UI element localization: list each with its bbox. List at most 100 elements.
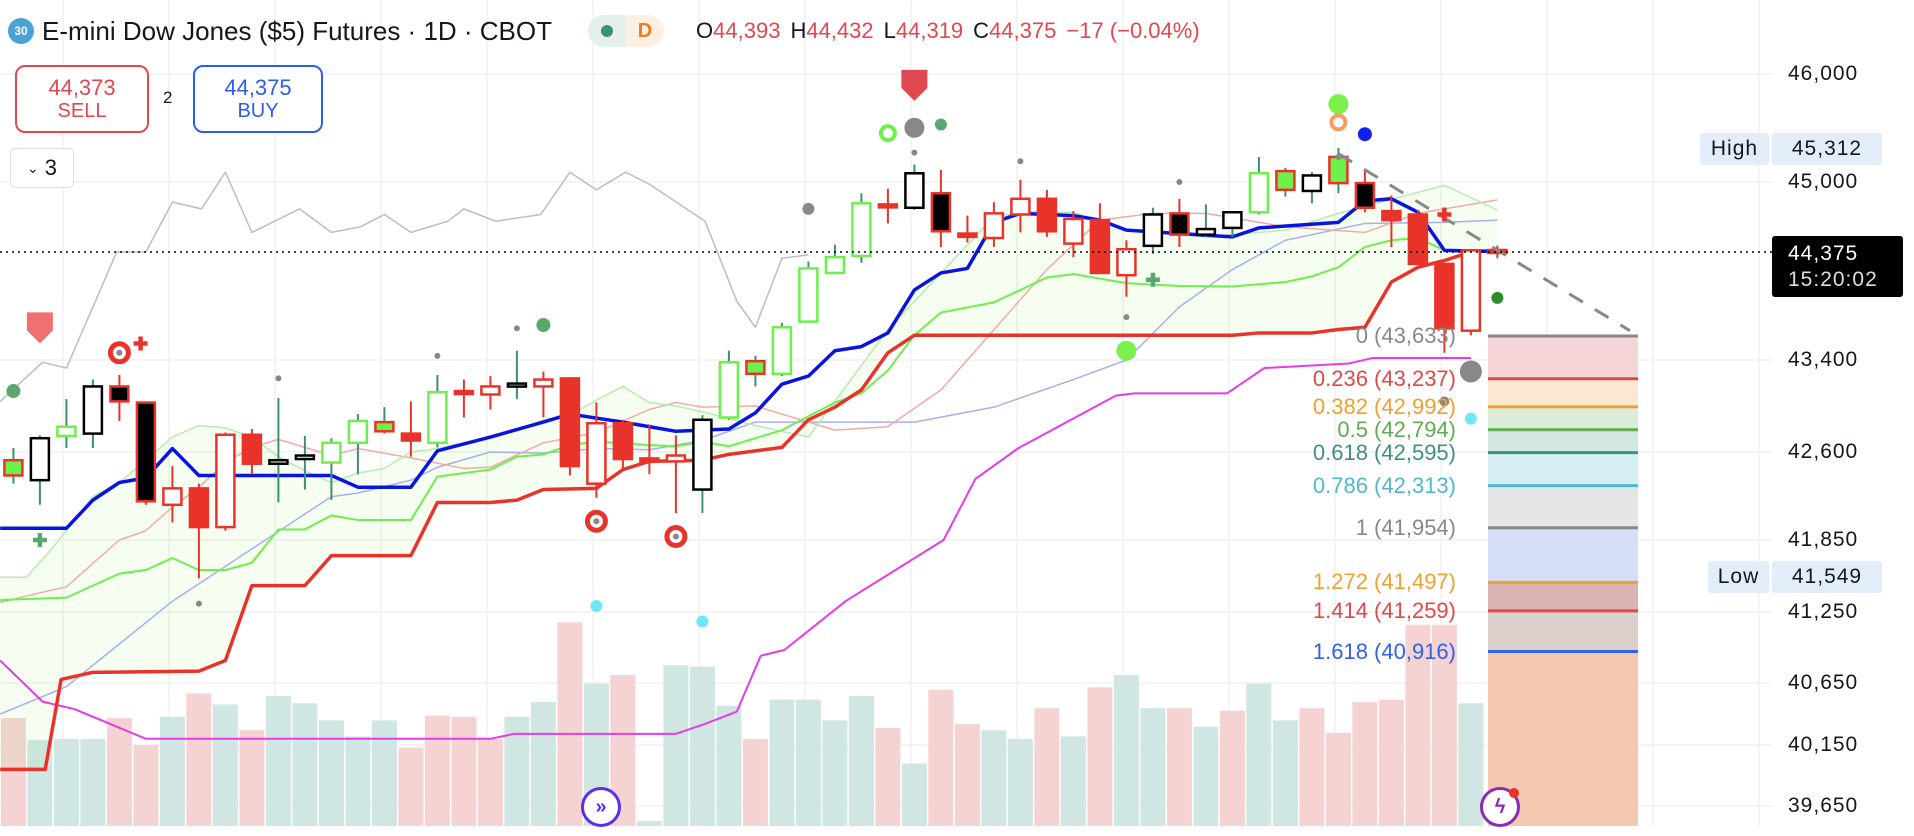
- volume-bar: [159, 716, 185, 826]
- fib-band: [1488, 406, 1638, 430]
- candle-body: [745, 359, 766, 376]
- signal-dot-icon: [536, 318, 551, 333]
- price-axis-label: 41,850: [1788, 528, 1859, 551]
- buy-button[interactable]: 44,375 BUY: [193, 65, 323, 133]
- candle-body: [1354, 181, 1376, 210]
- low-value: 41,549: [1772, 561, 1882, 593]
- signal-dot-icon: [275, 375, 282, 382]
- trend-line: [1337, 152, 1631, 332]
- volume-bar: [875, 727, 901, 826]
- volume-bar: [1087, 687, 1113, 826]
- fib-band: [1488, 336, 1638, 379]
- volume-bar: [1034, 708, 1060, 826]
- price-axis-label: 41,250: [1788, 600, 1859, 623]
- candle-body: [983, 212, 1005, 240]
- fib-band: [1488, 610, 1638, 652]
- signal-dot-icon: [1459, 360, 1482, 383]
- signal-dot-icon: [934, 118, 947, 131]
- price-change: −17 (−0.04%): [1066, 18, 1200, 43]
- cloud-fill: [0, 185, 1498, 770]
- volume-bar: [1378, 699, 1404, 826]
- signal-dot-icon: [1464, 412, 1477, 425]
- target-center-icon: [672, 533, 679, 540]
- volume-bar: [928, 689, 954, 826]
- high-value: 45,312: [1772, 133, 1882, 165]
- candle-body: [268, 458, 289, 465]
- signal-dot-icon: [1491, 291, 1504, 304]
- volume-bar: [451, 716, 477, 826]
- candle-body: [400, 432, 422, 442]
- high-label: High: [1700, 133, 1769, 165]
- candle-body: [612, 422, 634, 461]
- candle-body: [798, 267, 819, 323]
- indicators-collapse-button[interactable]: ⌄ 3: [10, 148, 74, 188]
- volume-bar: [318, 720, 344, 826]
- candle-body: [824, 255, 846, 275]
- candle-body: [321, 441, 342, 464]
- signal-dot-icon: [1357, 127, 1372, 142]
- volume-bar: [1007, 738, 1033, 826]
- candle-body: [1222, 210, 1243, 230]
- candle-body: [82, 385, 104, 435]
- candle-body: [1010, 197, 1031, 216]
- candle-body: [347, 419, 369, 445]
- lightning-alert-icon[interactable]: ϟ: [1480, 787, 1520, 827]
- replay-forward-icon[interactable]: »: [581, 787, 621, 827]
- volume-bar: [292, 703, 318, 826]
- target-center-icon: [116, 349, 123, 356]
- signal-dot-icon: [1439, 396, 1450, 407]
- fib-band: [1488, 485, 1638, 528]
- candle-body: [718, 361, 740, 419]
- signal-dot-icon: [1328, 94, 1349, 115]
- indicator-line-grey: [0, 171, 809, 402]
- plus-signal-icon: [32, 533, 47, 547]
- sell-flag-icon: [901, 69, 928, 101]
- fib-band: [1488, 429, 1638, 453]
- ohlc-high: 44,432: [806, 18, 874, 43]
- sell-price: 44,373: [48, 74, 116, 100]
- sell-button[interactable]: 44,373 SELL: [15, 65, 149, 133]
- signal-dot-icon: [1017, 158, 1024, 165]
- volume-bar: [954, 724, 980, 826]
- fib-level-label: 1 (41,954): [1355, 514, 1456, 540]
- volume-bar: [106, 718, 132, 826]
- candle-body: [1195, 227, 1217, 236]
- chevron-down-icon: ⌄: [27, 159, 39, 176]
- candle-body: [877, 203, 899, 209]
- candle-body: [930, 191, 952, 233]
- market-open-dot-icon: [588, 15, 627, 47]
- volume-bar: [186, 693, 212, 826]
- fib-level-label: 1.618 (40,916): [1312, 638, 1456, 664]
- last-price: 44,375: [1788, 242, 1859, 265]
- candle-body: [1434, 262, 1455, 330]
- signal-dot-icon: [696, 615, 709, 628]
- symbol-logo[interactable]: 30: [8, 18, 34, 44]
- candle-body: [56, 425, 77, 438]
- candle-body: [294, 454, 316, 461]
- volume-bar: [80, 738, 106, 826]
- candle-body: [188, 487, 210, 529]
- symbol-title[interactable]: E-mini Dow Jones ($5) Futures · 1D · CBO…: [42, 15, 553, 46]
- candle-body: [427, 390, 448, 445]
- volume-bar: [53, 738, 79, 826]
- volume-bar: [901, 763, 927, 826]
- fib-level-label: 0.618 (42,595): [1312, 439, 1456, 465]
- volume-bar: [239, 730, 265, 826]
- volume-bar: [1325, 732, 1351, 826]
- volume-bar: [769, 699, 795, 826]
- session-status-pill[interactable]: D: [588, 15, 665, 47]
- volume-bar: [398, 747, 424, 826]
- volume-bar: [1352, 702, 1378, 826]
- indicator-line-magenta: [0, 356, 1471, 740]
- volume-bar: [345, 736, 371, 826]
- volume-bar: [795, 699, 821, 826]
- candle-body: [1089, 218, 1111, 275]
- order-quantity[interactable]: 2: [163, 88, 173, 107]
- candle-body: [1063, 217, 1084, 245]
- candle-body: [241, 433, 263, 465]
- ohlc-readout: O44,393 H44,432 L44,319 C44,375 −17 (−0.…: [696, 18, 1200, 44]
- price-axis-label: 46,000: [1788, 62, 1859, 85]
- volume-bar: [0, 718, 26, 826]
- volume-bar: [1193, 726, 1219, 826]
